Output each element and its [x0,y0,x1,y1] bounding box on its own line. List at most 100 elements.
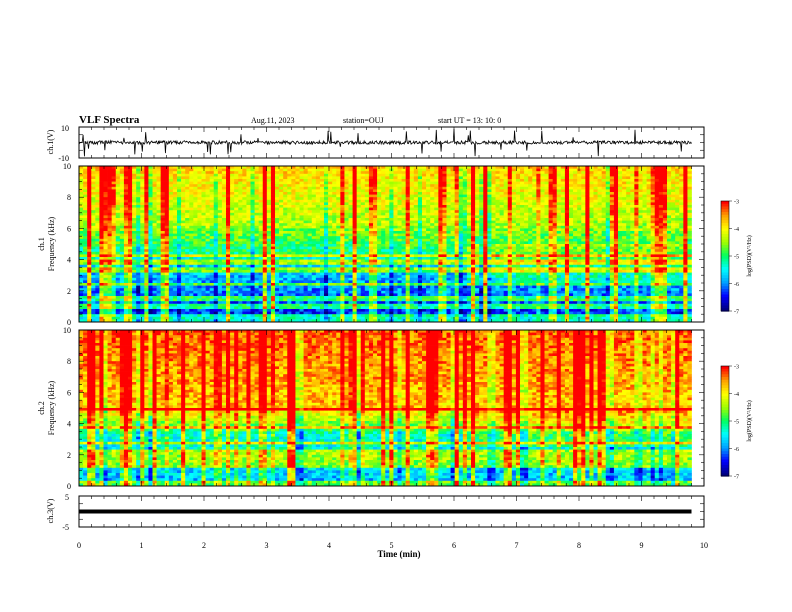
spectrogram-cell [540,171,545,175]
spectrogram-cell [217,238,223,242]
spectrogram-cell [548,228,554,232]
spectrogram-cell [291,192,296,195]
spectrogram-cell [189,207,194,211]
spectrogram-cell [524,202,529,206]
spectrogram-cell [577,189,582,193]
spectrogram-cell [79,215,84,219]
spectrogram-cell [201,173,206,177]
spectrogram-cell [79,194,84,198]
spectrogram-cell [275,244,280,247]
spectrogram-cell [524,225,529,229]
spectrogram-cell [250,212,255,216]
spectrogram-cell [667,207,672,211]
spectrogram-cell [185,207,190,211]
spectrogram-cell [221,205,227,208]
spectrogram-cell [422,246,427,250]
spectrogram-cell [234,210,239,214]
spectrogram-cell [275,186,280,190]
spectrogram-cell [430,210,435,214]
spectrogram-cell [258,189,264,193]
spectrogram-cell [99,194,104,198]
spectrogram-cell [132,225,137,229]
spectrogram-cell [201,244,206,247]
spectrogram-cell [299,186,304,190]
spectrogram-cell [454,233,460,237]
spectrogram-cell [658,207,664,211]
spectrogram-cell [552,197,558,201]
spectrogram-cell [540,186,545,190]
spectrogram-cell [287,181,292,185]
spectrogram-cell [569,246,574,250]
spectrogram-cell [128,194,133,198]
spectrogram-cell [185,212,190,216]
spectrogram-cell [446,202,451,206]
spectrogram-cell [577,223,582,227]
spectrogram-cell [613,189,619,193]
spectrogram-cell [397,244,402,247]
spectrogram-cell [593,199,598,203]
spectrogram-cell [564,236,570,240]
spectrogram-cell [156,210,162,214]
spectrogram-cell [152,246,157,250]
spectrogram-cell [389,215,394,219]
spectrogram-cell [609,244,615,247]
spectrogram-cell [569,192,574,195]
spectrogram-cell [79,192,84,195]
spectrogram-cell [87,244,92,247]
spectrogram-cell [564,192,570,195]
spectrogram-cell [515,220,521,224]
spectrogram-cell [344,199,349,203]
spectrogram-cell [344,220,349,224]
spectrogram-cell [319,220,325,224]
spectrogram-cell [279,207,284,211]
spectrogram-cell [503,228,509,232]
spectrogram-cell [83,246,88,250]
spectrogram-cell [622,220,627,224]
spectrogram-cell [503,176,509,180]
spectrogram-cell [148,189,153,193]
spectrogram-cell [352,225,358,229]
spectrogram-cell [377,220,382,224]
spectrogram-cell [544,236,549,240]
spectrogram-cell [119,212,125,216]
spectrogram-cell [205,189,211,193]
spectrogram-cell [397,168,402,172]
spectrogram-cell [299,241,304,245]
spectrogram-cell [119,166,125,169]
spectrogram-cell [181,244,186,247]
spectrogram-cell [234,207,239,211]
spectrogram-cell [397,210,402,214]
spectrogram-cell [589,205,594,208]
spectrogram-cell [650,181,656,185]
spectrogram-cell [119,199,125,203]
spectrogram-cell [446,197,451,201]
spectrogram-cell [295,223,300,227]
spectrogram-cell [226,173,231,177]
spectrogram-cell [107,186,113,190]
spectrogram-cell [556,215,562,219]
spectrogram-cell [381,192,386,195]
spectrogram-cell [667,210,672,214]
spectrogram-cell [303,179,309,182]
spectrogram-cell [319,210,325,214]
spectrogram-cell [132,181,137,185]
spectrogram-cell [111,176,117,180]
spectrogram-cell [144,181,149,185]
spectrogram-cell [95,244,100,247]
spectrogram-cell [479,186,484,190]
spectrogram-cell [507,228,513,232]
spectrogram-cell [262,210,268,214]
spectrogram-cell [197,223,202,227]
spectrogram-cell [377,207,382,211]
spectrogram-cell [487,244,492,247]
spectrogram-cell [417,238,423,242]
spectrogram-cell [438,241,443,245]
spectrogram-cell [577,205,582,208]
spectrogram-cell [181,205,186,208]
spectrogram-cell [132,168,137,172]
spectrogram-cell [364,181,370,185]
spectrogram-cell [234,186,239,190]
spectrogram-cell [266,168,272,172]
spectrogram-cell [638,184,643,188]
spectrogram-cell [454,225,460,229]
